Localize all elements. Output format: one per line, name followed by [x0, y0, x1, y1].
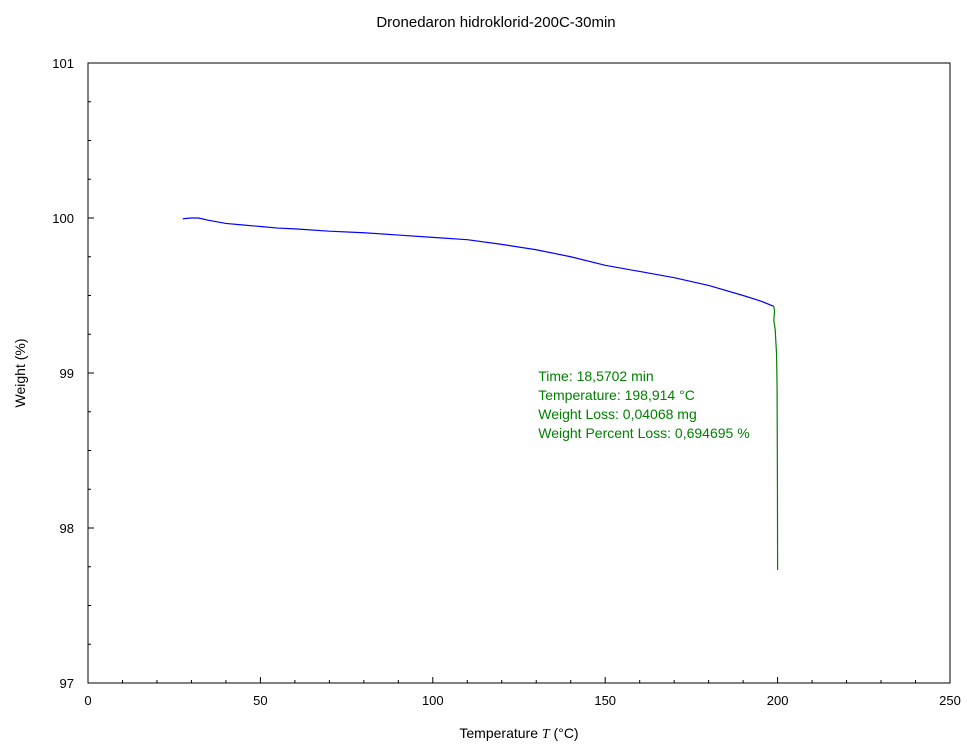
annotation-line: Weight Loss: 0,04068 mg	[538, 406, 697, 422]
x-axis-label-unit: (°C)	[550, 725, 579, 741]
y-axis-ticks: 97 98 99 100 101	[52, 56, 94, 691]
x-axis-label-prefix: Temperature	[459, 725, 541, 741]
x-tick-label: 150	[594, 693, 616, 708]
x-axis-ticks: 0 50 100 150 200 250	[84, 677, 961, 708]
y-tick-label: 98	[60, 521, 74, 536]
annotation-line: Weight Percent Loss: 0,694695 %	[538, 425, 749, 441]
plot-area	[87, 62, 951, 684]
x-tick-label: 0	[84, 693, 91, 708]
point-annotation: Time: 18,5702 min Temperature: 198,914 °C…	[538, 368, 749, 441]
series-layer	[182, 217, 779, 570]
y-tick-label: 99	[60, 366, 74, 381]
x-tick-label: 50	[253, 693, 267, 708]
y-tick-label: 101	[52, 56, 74, 71]
x-tick-label: 200	[767, 693, 789, 708]
annotation-line: Temperature: 198,914 °C	[538, 387, 695, 403]
x-axis-label: Temperature T (°C)	[459, 725, 578, 742]
x-axis-label-symbol: T	[542, 727, 551, 742]
series-line-2	[773, 306, 779, 570]
y-axis-label: Weight (%)	[12, 339, 28, 408]
series-line-1	[182, 217, 775, 307]
y-tick-label: 97	[60, 676, 74, 691]
x-tick-label: 250	[939, 693, 961, 708]
x-tick-label: 100	[422, 693, 444, 708]
chart-title: Dronedaron hidroklorid-200C-30min	[376, 14, 615, 31]
annotation-line: Time: 18,5702 min	[538, 368, 653, 384]
y-tick-label: 100	[52, 211, 74, 226]
